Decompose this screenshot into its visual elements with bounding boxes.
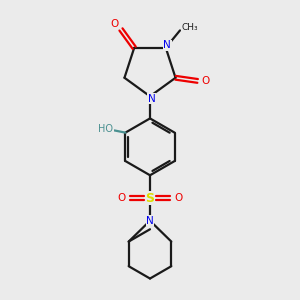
Text: N: N	[146, 216, 154, 226]
Text: O: O	[110, 19, 118, 29]
Text: O: O	[201, 76, 210, 86]
Text: S: S	[146, 191, 154, 205]
Text: N: N	[148, 94, 155, 104]
Text: O: O	[174, 193, 182, 203]
Text: CH₃: CH₃	[181, 23, 198, 32]
Text: HO: HO	[98, 124, 113, 134]
Text: N: N	[164, 40, 171, 50]
Text: O: O	[118, 193, 126, 203]
